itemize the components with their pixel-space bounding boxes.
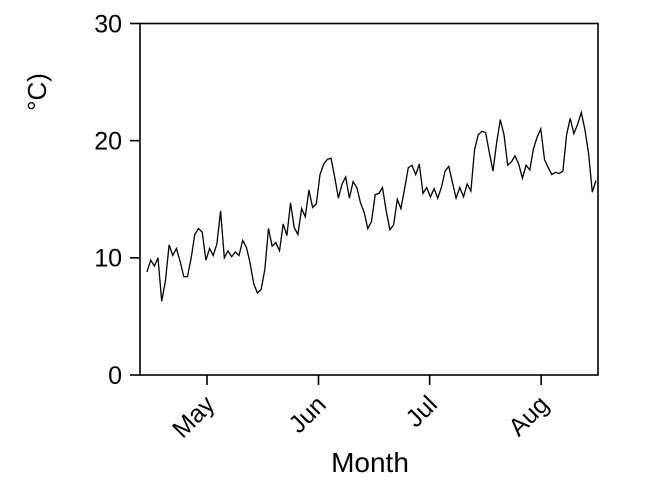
temperature-line <box>146 109 597 302</box>
axes-layer: 0 10 20 30 May Jun Jul Aug <box>94 10 599 444</box>
x-tick-label: Aug <box>503 390 554 441</box>
y-tick-label: 30 <box>94 10 122 38</box>
y-axis-label: °C) <box>22 73 52 111</box>
y-tick-label: 20 <box>94 127 122 155</box>
plot-box <box>139 22 599 376</box>
x-tick-label: May <box>167 390 221 444</box>
y-tick-label: 10 <box>94 245 122 273</box>
x-tick-label: Jul <box>400 390 442 432</box>
x-axis-label: Month <box>331 447 409 478</box>
y-tick-label: 0 <box>108 362 122 390</box>
x-tick-label: Jun <box>283 390 331 438</box>
